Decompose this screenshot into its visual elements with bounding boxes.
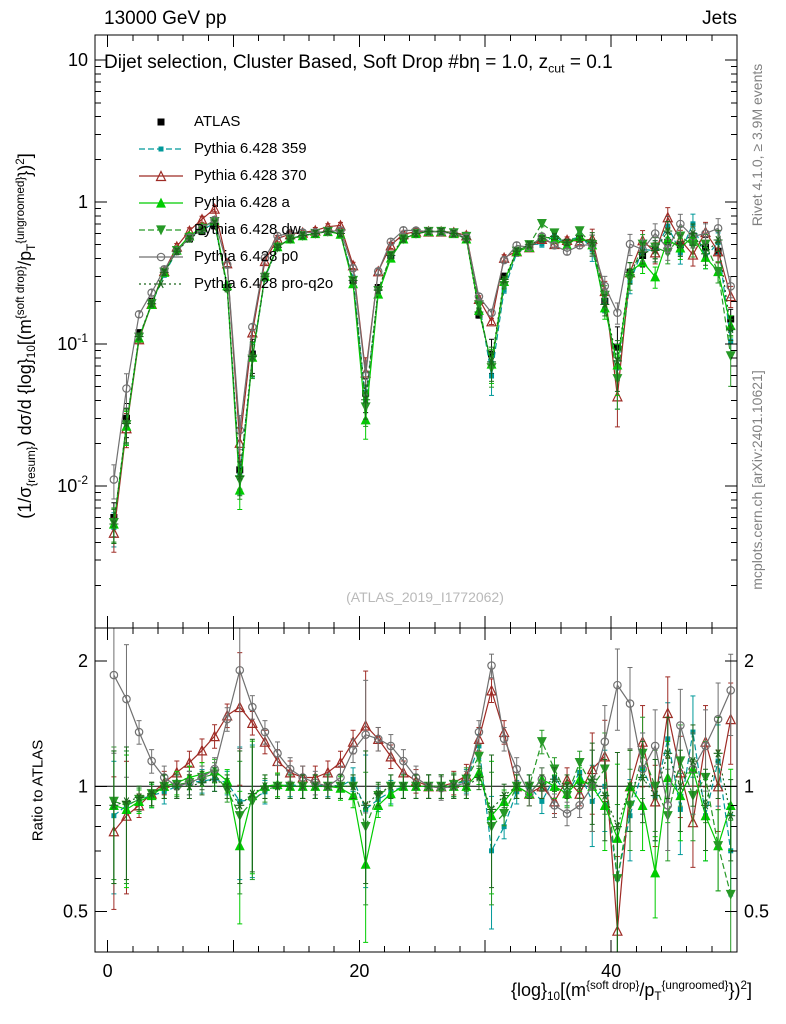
xlabel-seg: 10 [547,990,561,1004]
rivet-version-note: Rivet 4.1.0, ≥ 3.9M events [749,63,765,227]
ylabel-seg: ) dσ/d {log} [15,358,36,447]
ylabel-seg: ] [15,153,36,159]
series-pythia-6-428-370 [108,652,737,952]
main-series-layer [108,202,737,553]
legend-label: ATLAS [194,113,241,130]
legend-item: Pythia 6.428 359 [138,135,333,162]
x-tick-label: 40 [601,961,621,981]
xlabel-seg: 2 [740,979,747,992]
legend-label: Pythia 6.428 370 [194,167,307,184]
ylabel-seg: {soft drop} [14,265,27,320]
title-eta: η = 1.0, z [469,52,549,73]
ratio-y-tick-label-right: 0.5 [744,902,769,922]
legend-item: Pythia 6.428 dw [138,216,333,243]
legend-marker-triangle-down-icon [139,224,183,235]
legend-item: Pythia 6.428 pro-q2o [138,270,333,297]
analysis-id-watermark: (ATLAS_2019_I1772062) [346,589,504,605]
title-value: = 0.1 [564,52,613,73]
series-pythia-6-428-pro-q2o [109,716,736,952]
xlabel-seg: [(m [560,980,587,1001]
series-pythia-6-428-pro-q2o [109,219,736,544]
ratio-y-tick-label-right: 1 [744,776,754,796]
legend-label: Pythia 6.428 359 [194,140,307,157]
legend-marker-square-icon [139,146,183,151]
xlabel-seg: T [654,990,662,1004]
series-pythia-6-428-p0 [109,628,736,852]
main-y-tick-label: 1 [78,192,88,212]
xlabel-seg: {log} [511,980,548,1001]
ratio-y-tick-label: 0.5 [63,902,88,922]
ratio-y-tick-label-right: 2 [744,651,754,671]
legend: ATLAS Pythia 6.428 359 Pythia 6.428 370 Pyt… [138,108,333,297]
ratio-y-axis-label: Ratio to ATLAS [29,739,47,842]
legend-marker-asterisk-icon [139,279,183,288]
legend-marker-triangle-up-icon [139,169,183,181]
x-axis-label: {log}10[(m{soft drop}/pT{ungroomed}})2] [511,979,752,1003]
xlabel-seg: {soft drop} [586,979,640,992]
xlabel-seg: /p [639,980,655,1001]
legend-label: Pythia 6.428 p0 [194,248,299,265]
ylabel-seg: 2 [14,158,27,165]
legend-label: Pythia 6.428 a [194,194,290,211]
xlabel-seg: {ungroomed} [661,979,729,992]
main-y-tick-label: 10-2 [57,473,88,496]
main-y-tick-label: 10 [68,50,88,70]
ylabel-seg: (1/σ [15,486,36,519]
legend-item: Pythia 6.428 p0 [138,243,333,270]
legend-item: ATLAS [138,108,333,135]
x-tick-label: 0 [103,961,113,981]
xlabel-seg: ] [746,980,752,1001]
legend-marker-square-icon [157,118,165,125]
ratio-series-layer [95,628,737,952]
plot-title: Dijet selection, Cluster Based, Soft Dro… [104,52,613,75]
ylabel-seg: /p [15,250,36,266]
ylabel-seg: {ungroomed} [14,176,27,244]
analysis-group-label: Jets [702,8,737,29]
main-y-tick-label: 10-1 [57,331,88,354]
ylabel-seg: 10 [25,345,39,359]
legend-label: Pythia 6.428 dw [194,221,301,238]
ylabel-seg: T [25,243,39,251]
ylabel-seg: [(m [15,319,36,346]
main-y-axis-label: (1/σ{resum}) dσ/d {log}10[(m{soft drop}/… [14,36,39,636]
title-zcut-sub: cut [548,61,565,76]
xlabel-seg: }) [728,980,741,1001]
legend-label: Pythia 6.428 pro-q2o [194,275,334,292]
mcplots-reference-note: mcplots.cern.ch [arXiv:2401.10621] [749,370,765,590]
ylabel-seg: {resum} [25,446,39,487]
beam-energy-label: 13000 GeV pp [104,8,227,29]
legend-marker-triangle-up-icon [139,197,183,208]
ylabel-seg: }) [15,164,36,177]
legend-item: Pythia 6.428 a [138,189,333,216]
ratio-y-tick-label: 2 [78,651,88,671]
title-text: Dijet selection, Cluster Based, Soft Dro… [104,52,470,73]
ratio-y-tick-label: 1 [78,776,88,796]
legend-marker-circle-icon [139,252,183,261]
axes-layer: 0 20 40 10 1 10-1 10-2 2 2 1 1 0.5 0.5 [57,34,769,981]
ratio-panel-frame [94,627,738,953]
legend-item: Pythia 6.428 370 [138,162,333,189]
x-tick-label: 20 [349,961,369,981]
